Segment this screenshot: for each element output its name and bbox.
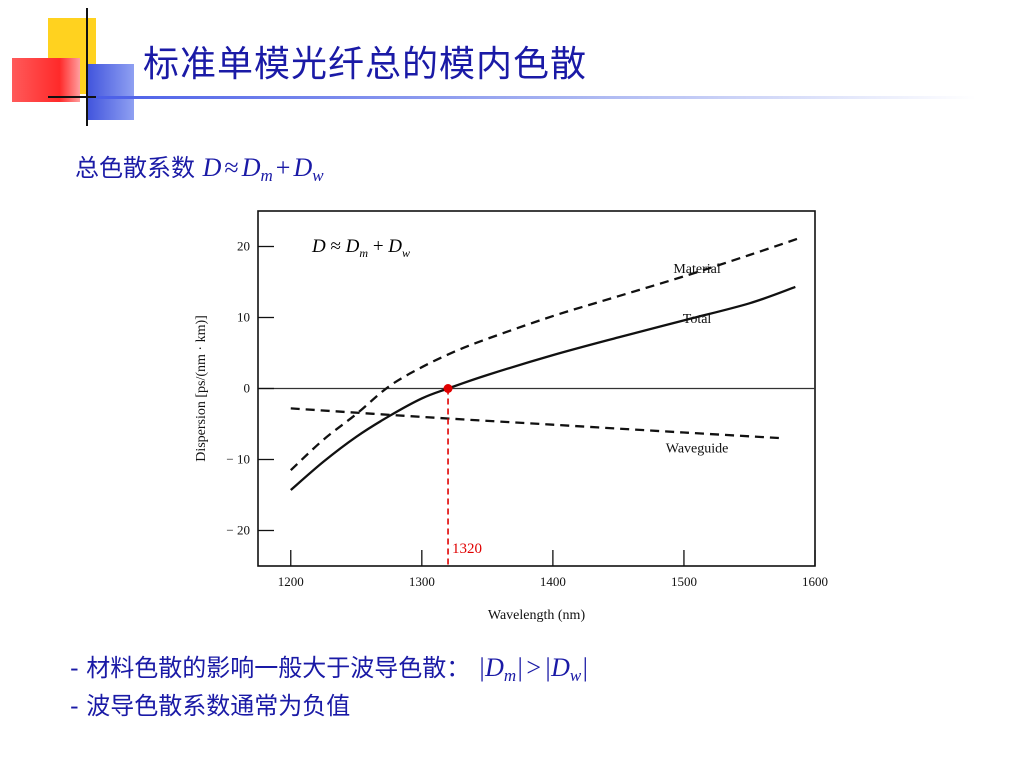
title-underline [96, 96, 976, 99]
total-dispersion-formula-line: 总色散系数 D ≈ Dm + Dw [75, 148, 324, 186]
x-tick-label: 1600 [802, 574, 828, 589]
x-tick-label: 1300 [409, 574, 435, 589]
series-label-total: Total [683, 312, 712, 327]
bullet1-inequality: |Dm| > |Dw| [477, 653, 589, 685]
bullet-material-vs-waveguide: - 材料色散的影响一般大于波导色散： |Dm| > |Dw| [70, 648, 588, 686]
x-tick-label: 1200 [278, 574, 304, 589]
y-tick-label: 10 [237, 310, 250, 325]
zero-dispersion-label: 1320 [452, 541, 482, 557]
x-tick-label: 1400 [540, 574, 566, 589]
y-tick-label: 20 [237, 239, 250, 254]
series-line-material [289, 236, 803, 471]
y-axis-label: Dispersion [ps/(nm · km)] [194, 315, 209, 462]
deco-blue-square [86, 64, 134, 120]
deco-horizontal-line [48, 96, 128, 98]
x-axis-label: Wavelength (nm) [488, 608, 586, 623]
series-line-waveguide [290, 407, 783, 440]
chart-formula-annotation: D ≈ Dm + Dw [311, 236, 410, 260]
y-tick-label: 0 [244, 381, 251, 396]
bullet1-text: - 材料色散的影响一般大于波导色散： [70, 654, 471, 682]
deco-vertical-line [86, 8, 88, 126]
bullet-waveguide-negative: - 波导色散系数通常为负值 [70, 692, 351, 720]
formula-prefix: 总色散系数 [75, 154, 195, 182]
deco-red-square [12, 58, 80, 102]
y-tick-label: − 10 [226, 452, 250, 467]
series-label-material: Material [673, 262, 721, 277]
x-tick-label: 1500 [671, 574, 697, 589]
total-dispersion-formula: D ≈ Dm + Dw [202, 153, 324, 185]
slide-title: 标准单模光纤总的模内色散 [143, 44, 588, 85]
y-tick-label: − 20 [226, 523, 250, 538]
zero-dispersion-point [443, 384, 453, 393]
series-line-total [290, 285, 796, 491]
series-label-waveguide: Waveguide [666, 441, 729, 456]
